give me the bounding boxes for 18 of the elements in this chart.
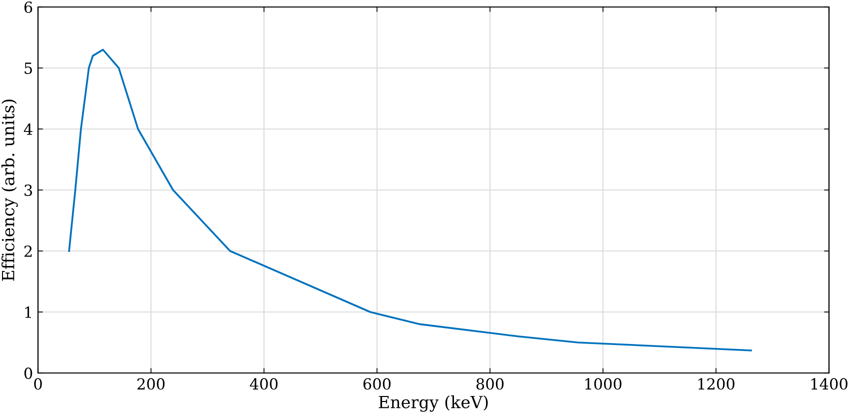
x-tick-label: 1400: [811, 378, 848, 390]
y-axis-title: Efficiency (arb. units): [1, 100, 18, 281]
y-tick-label: 4: [24, 123, 32, 135]
x-tick-label: 1000: [585, 378, 622, 390]
x-tick-label: 1200: [698, 378, 734, 390]
line-series: [68, 48, 752, 352]
x-tick-label: 400: [250, 378, 278, 390]
y-tick-label: 0: [24, 367, 32, 380]
x-axis-title: Energy (keV): [378, 395, 488, 412]
x-tick-label: 800: [476, 378, 504, 390]
x-tick-label: 200: [137, 378, 165, 390]
y-tick-label: 2: [24, 245, 32, 257]
y-tick-label: 1: [25, 306, 31, 318]
y-tick-label: 5: [24, 62, 32, 74]
x-tick-label: 0: [34, 378, 42, 390]
y-tick-label: 3: [24, 184, 32, 196]
x-tick-label: 600: [363, 378, 391, 390]
y-tick-label: 6: [24, 1, 32, 14]
